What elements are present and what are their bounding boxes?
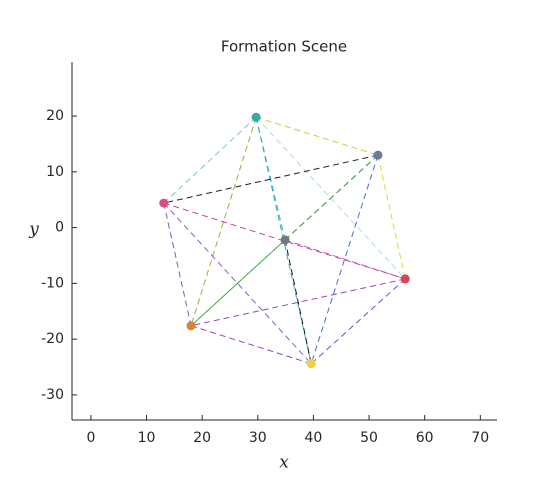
x-tick-label: 30: [249, 430, 267, 446]
x-axis-label: x: [279, 453, 289, 473]
point: [186, 321, 196, 331]
edge: [163, 202, 312, 365]
x-tick-label: 50: [360, 430, 378, 446]
edge: [284, 239, 312, 364]
edge: [163, 116, 257, 204]
edge: [310, 278, 406, 365]
edge: [163, 202, 192, 326]
point: [400, 274, 410, 284]
x-tick-label: 20: [193, 430, 211, 446]
x-tick-label: 70: [471, 430, 489, 446]
y-tick-label: 0: [55, 220, 64, 236]
edge: [255, 116, 406, 280]
point: [280, 235, 290, 245]
edge: [310, 154, 379, 364]
x-tick-label: 40: [305, 430, 323, 446]
y-tick-label: -10: [41, 275, 64, 291]
y-tick-label: 10: [46, 164, 64, 180]
edge: [190, 117, 257, 326]
edge: [377, 155, 406, 280]
edge: [163, 154, 379, 204]
point: [251, 112, 261, 122]
edge: [255, 116, 379, 156]
x-tick-label: 10: [138, 430, 156, 446]
x-tick-label: 60: [416, 430, 434, 446]
point: [306, 359, 316, 369]
point: [159, 198, 169, 208]
point: [373, 150, 383, 160]
chart-title: Formation Scene: [221, 38, 347, 56]
y-tick-label: 20: [46, 108, 64, 124]
edge: [190, 325, 312, 365]
y-tick-label: -30: [41, 387, 64, 403]
edge: [190, 278, 406, 327]
x-tick-label: 0: [86, 430, 95, 446]
y-axis-label: y: [28, 220, 39, 240]
edge: [190, 239, 286, 327]
edge: [284, 239, 406, 280]
y-tick-label: -20: [41, 331, 64, 347]
